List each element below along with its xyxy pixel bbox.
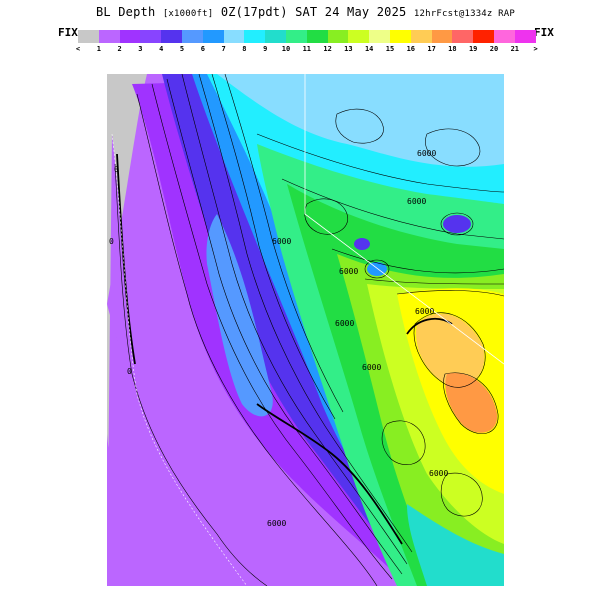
contour-label: 6000: [415, 307, 434, 316]
color-swatch: [78, 30, 99, 43]
map-title: BL Depth [x1000ft] 0Z(17pdt) SAT 24 May …: [0, 5, 611, 19]
scale-tick-label: 9: [263, 45, 268, 53]
contour-lines: [114, 74, 504, 586]
contour-label: 6000: [429, 469, 448, 478]
scale-tick-label: 12: [323, 45, 332, 53]
scale-tick-label: >: [533, 45, 538, 53]
fix-left-label: FIX: [58, 26, 78, 39]
scale-tick-label: 10: [281, 45, 291, 53]
scale-tick-label: 3: [138, 45, 143, 53]
scale-tick-label: 2: [117, 45, 122, 53]
contour-label: 6000: [417, 149, 436, 158]
color-swatch: [431, 30, 453, 43]
color-swatch: [473, 30, 494, 43]
scale-tick-label: 1: [96, 45, 101, 53]
scale-tick-label: 11: [302, 45, 312, 53]
map-panel: 0 0 0 6000 6000 6000 6000 6000 6000 6000…: [107, 74, 504, 586]
scale-tick-label: 15: [385, 45, 395, 53]
color-swatch: [348, 30, 370, 43]
color-swatch: [493, 30, 515, 43]
bl-depth-map: 0 0 0 6000 6000 6000 6000 6000 6000 6000…: [107, 74, 504, 586]
contour-label: 0: [109, 237, 114, 246]
contour-label: 6000: [407, 197, 426, 206]
title-units: [x1000ft]: [162, 9, 214, 19]
scale-tick-label: 18: [448, 45, 457, 53]
scale-tick-label: 8: [242, 45, 247, 53]
scale-tick-label: 20: [489, 45, 499, 53]
color-swatch: [98, 30, 120, 43]
coastline: [111, 133, 248, 586]
contour-label: 6000: [267, 519, 286, 528]
scale-tick-label: 6: [200, 45, 205, 53]
scale-tick-label: 4: [159, 45, 164, 53]
fix-right-label: FIX: [534, 26, 554, 39]
color-swatch: [202, 30, 224, 43]
color-swatch: [140, 30, 162, 43]
contour-label: 6000: [362, 363, 381, 372]
title-run: 12hrFcst@1334z RAP: [413, 9, 516, 19]
color-swatch: [327, 30, 349, 43]
color-swatch: [181, 30, 203, 43]
title-time: 0Z(17pdt) SAT 24 May 2025: [220, 5, 407, 19]
color-swatch: [369, 30, 390, 43]
color-scale-ticks: <1 2 3 4 5 6 7 8 9 10 11 12 13 14 15 16 17 18 19 20 21 >: [75, 45, 538, 57]
color-swatch: [306, 30, 328, 43]
contour-label: 6000: [339, 267, 358, 276]
scale-tick-label: 7: [221, 45, 226, 53]
color-swatch: [161, 30, 182, 43]
color-swatch: [223, 30, 245, 43]
scale-tick-label: 14: [364, 45, 374, 53]
state-border: [304, 74, 504, 365]
title-main: BL Depth: [95, 5, 156, 19]
color-swatch: [389, 30, 411, 43]
scale-tick-label: 21: [510, 45, 520, 53]
contour-label: 0: [127, 367, 132, 376]
color-swatch: [452, 30, 474, 43]
scale-tick-label: 5: [179, 45, 185, 53]
contour-label: 6000: [272, 237, 291, 246]
color-scale-bar: [78, 30, 536, 43]
scale-tick-label: <: [75, 45, 81, 53]
contour-label: 0: [114, 165, 119, 174]
scale-tick-label: 13: [344, 45, 353, 53]
scale-tick-label: 16: [406, 45, 416, 53]
color-swatch: [410, 30, 432, 43]
scale-tick-label: 17: [427, 45, 436, 53]
color-swatch: [265, 30, 286, 43]
color-swatch: [285, 30, 307, 43]
contour-label: 6000: [335, 319, 354, 328]
color-swatch: [514, 30, 536, 43]
color-swatch: [119, 30, 141, 43]
color-swatch: [244, 30, 266, 43]
scale-tick-label: 19: [468, 45, 478, 53]
